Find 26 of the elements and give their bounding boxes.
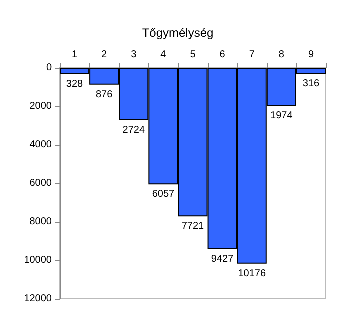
data-label: 328: [66, 78, 84, 90]
x-tick-label: 7: [249, 50, 256, 60]
y-tick-label: 8000: [30, 216, 52, 228]
x-tick-label: 5: [190, 50, 196, 60]
x-tick-label: 3: [131, 50, 138, 60]
data-label: 1974: [270, 110, 294, 122]
data-label: 6057: [152, 189, 176, 200]
x-tick-label: 9: [308, 50, 314, 60]
data-label: 2724: [122, 124, 146, 136]
y-tick-label: 12000: [24, 294, 52, 304]
x-tick-label: 6: [220, 50, 226, 60]
x-tick-label: 4: [160, 50, 167, 60]
x-tick-label: 2: [102, 50, 108, 60]
y-tick-label: 0: [46, 62, 52, 74]
data-label: 7721: [182, 221, 205, 232]
chart-title: Tőgymélység: [142, 26, 214, 40]
x-tick-label: 8: [278, 50, 285, 60]
y-tick-label: 4000: [30, 140, 52, 150]
x-tick-label: 1: [72, 50, 78, 60]
y-tick-label: 10000: [24, 255, 52, 266]
y-tick-label: 2000: [30, 101, 52, 112]
data-label: 876: [96, 89, 114, 100]
y-tick-label: 6000: [30, 178, 52, 189]
data-label: 316: [302, 78, 320, 90]
data-label: 9427: [211, 254, 234, 265]
data-label: 10176: [238, 268, 266, 280]
